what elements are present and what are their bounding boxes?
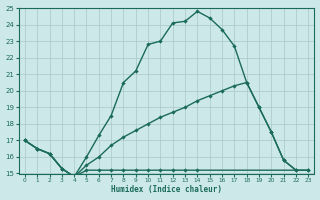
X-axis label: Humidex (Indice chaleur): Humidex (Indice chaleur) [111, 185, 222, 194]
